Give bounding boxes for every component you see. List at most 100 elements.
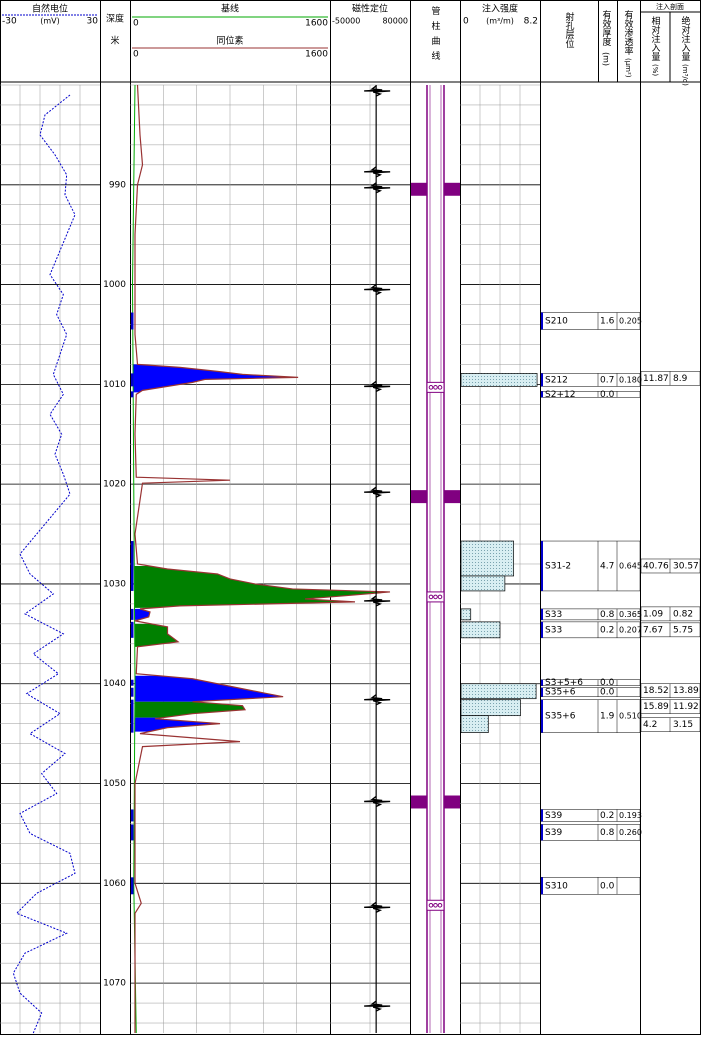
layer-perm: 0.260 (619, 828, 642, 837)
layer-marker (541, 312, 543, 330)
baseline-title: 基线 (221, 3, 239, 15)
layer-thickness: 0.0 (600, 881, 615, 891)
layer-perm: 0.180 (619, 375, 642, 384)
layer-perm: 0.193 (619, 811, 642, 820)
layer-thickness: 1.9 (600, 712, 615, 722)
injection-bar (460, 683, 537, 700)
inj-max: 8.2 (524, 17, 538, 27)
layer-name: S2+12 (545, 390, 575, 400)
tubing-title: 管柱曲线 (430, 5, 441, 66)
profile-cell (640, 558, 701, 574)
layer-name: S31-2 (545, 561, 571, 571)
mag-max: 80000 (383, 17, 408, 26)
perforated-interval (131, 809, 134, 822)
inj-title: 注入强度 (482, 3, 518, 15)
perm-title: 有效渗透率 (623, 9, 634, 56)
profile-cell (640, 683, 701, 698)
perforated-interval (131, 699, 134, 733)
collar-spike (364, 694, 391, 706)
perforated-interval (131, 391, 134, 398)
perforated-interval (131, 687, 134, 697)
perforation-hole (433, 594, 438, 600)
isotope-fill (134, 623, 179, 647)
perforation-box (426, 899, 445, 911)
thickness-title: 有效厚度 (601, 9, 612, 47)
layer-name: S310 (545, 881, 568, 891)
isotope-max: 1600 (305, 50, 328, 60)
perforation-hole (433, 902, 438, 908)
isotope-fill (133, 364, 299, 393)
abs-value: 0.82 (673, 609, 693, 619)
layer-name: S210 (545, 317, 568, 327)
layer-thickness: 0.8 (600, 610, 615, 620)
baseline-min: 0 (133, 19, 139, 29)
depth-label: 1030 (103, 579, 126, 589)
layer-marker (541, 608, 543, 620)
layer-marker (541, 699, 543, 733)
injection-bar (460, 575, 506, 592)
packer (411, 795, 427, 809)
perforated-interval (131, 373, 134, 387)
inj-min: 0 (463, 17, 469, 27)
layer-name: S39 (545, 811, 562, 821)
inj-unit: (m³/m) (486, 17, 514, 26)
baseline-curve (131, 84, 137, 1034)
layer-perm: 0.365 (619, 610, 642, 619)
depth-label: 1010 (103, 380, 126, 390)
perforation-box (426, 591, 445, 603)
layer-name: S212 (545, 375, 568, 385)
baseline-max: 1600 (305, 19, 328, 29)
collar-spike (364, 166, 391, 178)
perforation-hole (428, 594, 434, 600)
profile-cell (640, 606, 701, 622)
packer (411, 182, 427, 196)
abs-value: 5.75 (673, 625, 693, 635)
layer-thickness: 0.8 (600, 828, 615, 838)
layer-name: S35+6 (545, 712, 576, 722)
perforation-hole (428, 902, 434, 908)
abs-value: 13.89 (673, 686, 699, 696)
perforation-hole (437, 902, 443, 908)
layer-marker (541, 824, 543, 841)
depth-label: 1040 (103, 679, 126, 689)
rel-value: 4.2 (643, 720, 657, 730)
layer-title: 射孔层位 (564, 11, 575, 49)
collar-spike (364, 595, 391, 607)
column-dividers (100, 0, 641, 1035)
layer-name: S3+5+6 (545, 678, 583, 688)
perm-unit: (μm²) (624, 58, 632, 78)
isotope-min: 0 (133, 50, 139, 60)
perforated-interval (131, 877, 134, 895)
layer-perm: 0.205 (619, 317, 642, 326)
perforated-interval (131, 621, 134, 638)
profile-cell (640, 371, 701, 386)
injection-bar (460, 715, 489, 733)
sp-curve (12, 94, 76, 1034)
isotope-fill (134, 675, 284, 702)
perforation-hole (428, 385, 434, 390)
depth-title: 深度 (106, 13, 124, 25)
isotope-fill (134, 717, 220, 732)
header: 自然电位 -30 (mV) 30 深度 米 基线 0 1600 同位素 0 16… (0, 2, 701, 86)
rel-value: 1.09 (643, 609, 663, 619)
profile-title: 注入剖面 (656, 2, 684, 11)
packer (444, 490, 460, 504)
sp-title: 自然电位 (32, 3, 68, 15)
rel-value: 40.76 (643, 561, 669, 571)
rel-unit: (%) (651, 64, 659, 76)
rel-value: 7.67 (643, 625, 663, 635)
depth-label: 1050 (103, 779, 126, 789)
perforation-box (426, 381, 445, 393)
packer (444, 182, 460, 196)
isotope-title: 同位素 (216, 35, 243, 47)
isotope-curve (134, 84, 391, 1033)
rel-title: 相对注入量 (650, 15, 661, 61)
layer-thickness: 0.2 (600, 811, 614, 821)
sp-unit: (mV) (40, 17, 60, 26)
layer-thickness: 0.0 (600, 390, 615, 400)
layer-marker (541, 877, 543, 895)
layer-marker (541, 373, 543, 387)
tubing (426, 85, 445, 1033)
injection-bar (460, 608, 472, 621)
collar-spike (364, 380, 391, 392)
